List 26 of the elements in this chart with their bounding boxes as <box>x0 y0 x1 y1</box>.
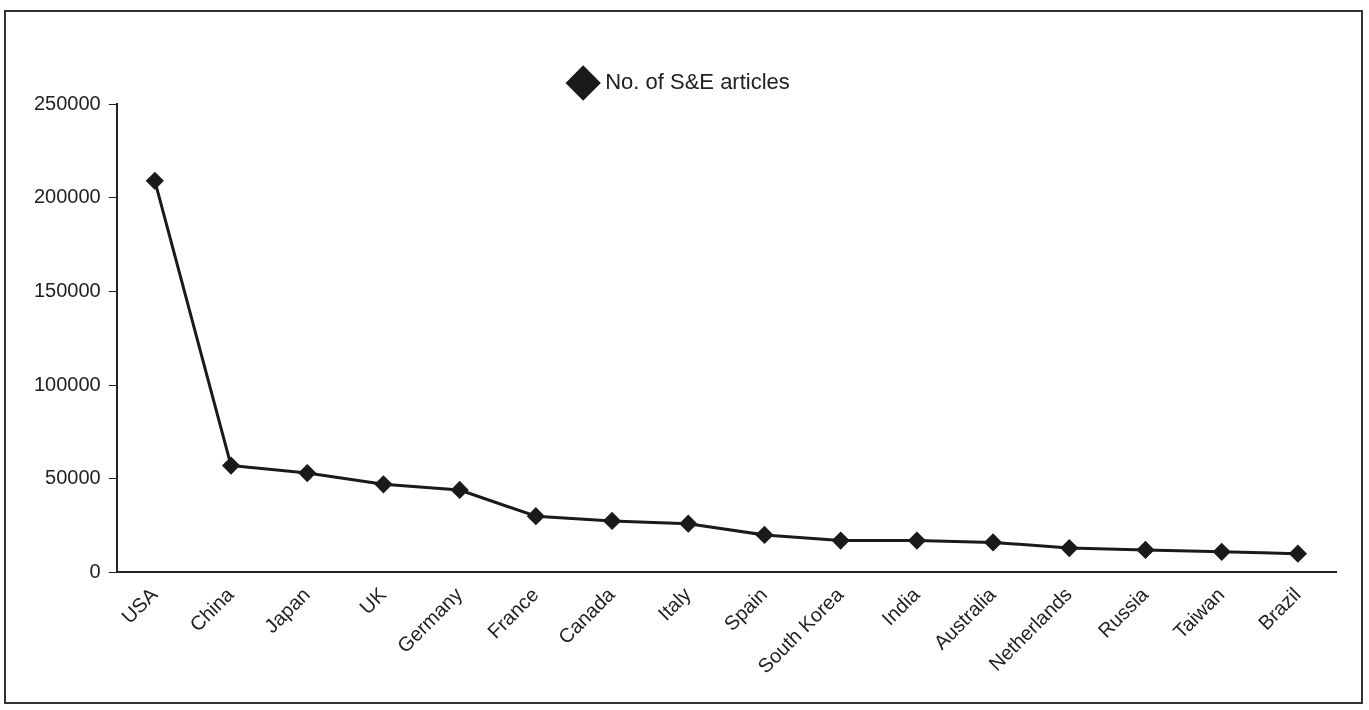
point <box>1213 543 1231 561</box>
y-tick-label: 150000 <box>33 278 101 301</box>
y-tick-label: 0 <box>89 559 101 582</box>
point <box>1289 545 1307 563</box>
point <box>832 532 850 550</box>
point <box>755 526 773 544</box>
y-tick-label: 100000 <box>33 372 101 395</box>
point <box>1060 539 1078 557</box>
point <box>298 464 316 482</box>
y-tick-label: 200000 <box>33 185 101 208</box>
legend-label: No. of S&E articles <box>605 69 790 95</box>
y-tick-label: 250000 <box>33 91 101 114</box>
point <box>908 532 926 550</box>
x-tick-label: USA <box>116 582 163 628</box>
x-tick-label: UK <box>354 582 391 619</box>
point <box>374 475 392 493</box>
point <box>451 481 469 499</box>
y-tick-label: 50000 <box>45 466 101 489</box>
point <box>146 172 164 190</box>
point <box>603 512 621 530</box>
point <box>527 507 545 525</box>
x-tick-label: Italy <box>653 583 695 625</box>
point <box>984 533 1002 551</box>
point <box>679 515 697 533</box>
point <box>222 457 240 475</box>
point <box>1136 541 1154 559</box>
